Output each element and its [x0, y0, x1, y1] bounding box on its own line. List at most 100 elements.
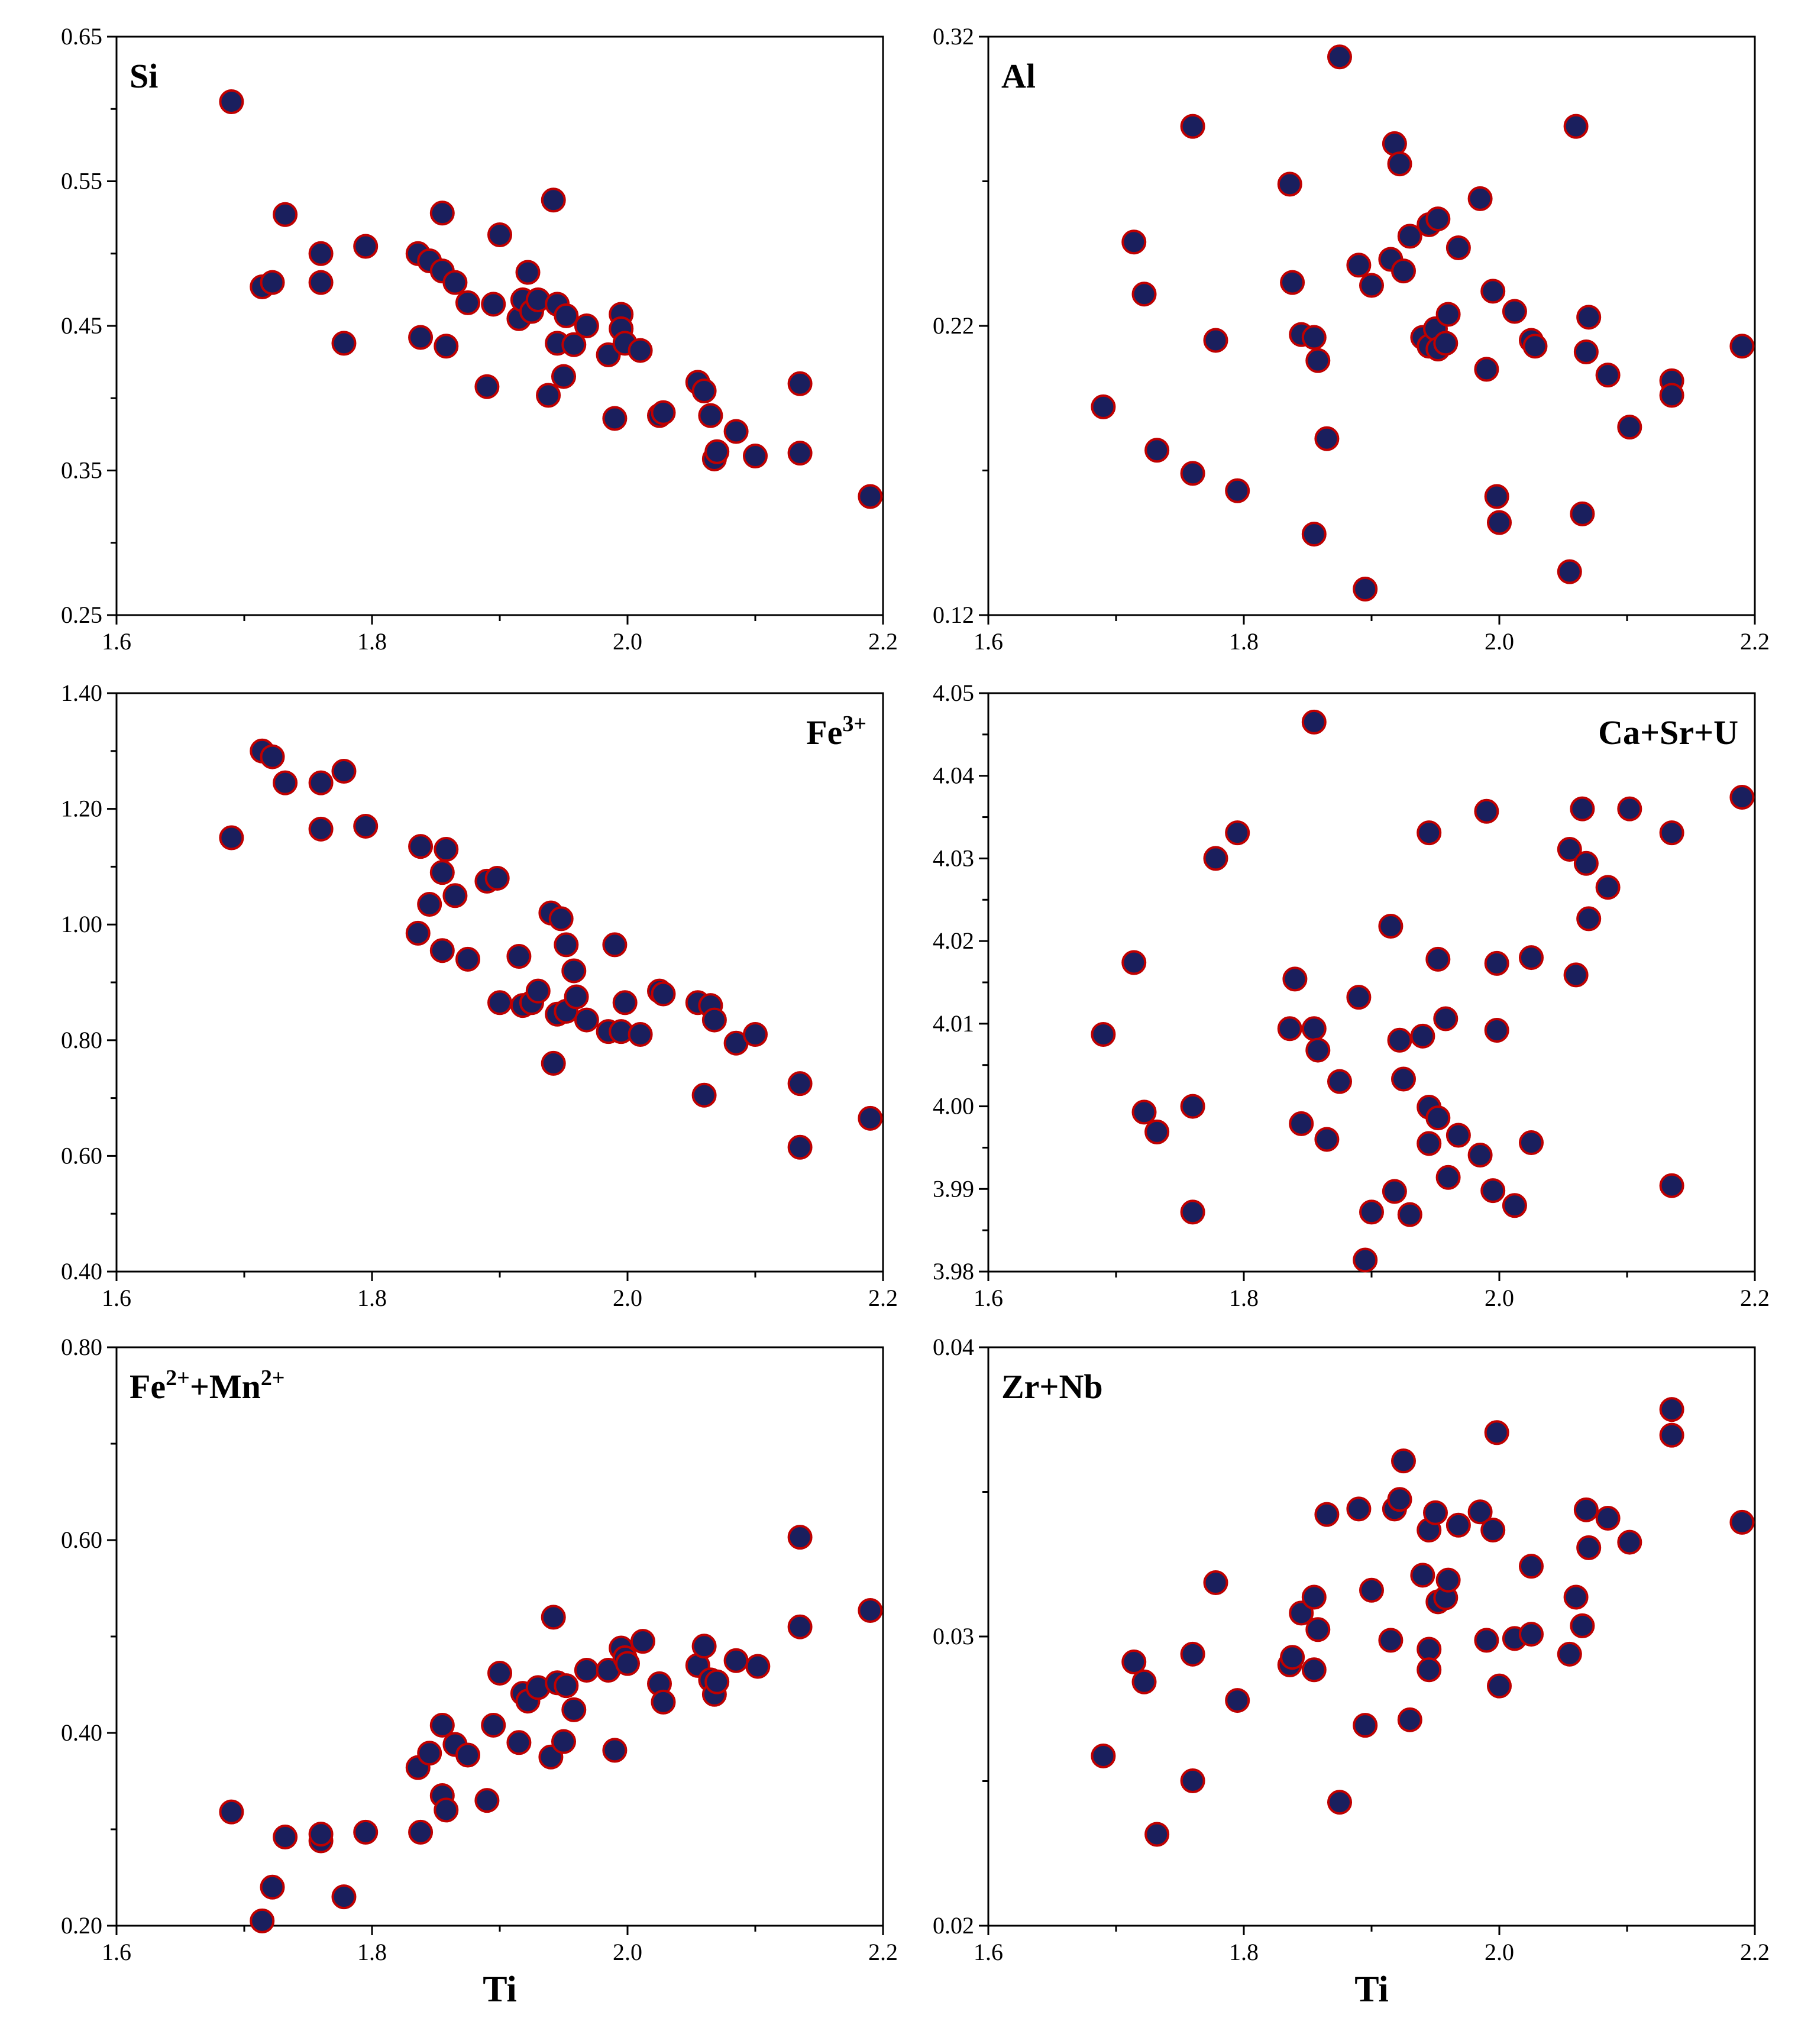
data-point [1180, 1768, 1205, 1794]
data-point [273, 1825, 298, 1850]
data-point [417, 1741, 442, 1766]
data-point [723, 1648, 749, 1673]
data-point [1435, 1567, 1461, 1593]
data-point [1180, 1199, 1205, 1225]
x-tick-label: 2.2 [1740, 1939, 1770, 1965]
data-point [1387, 151, 1412, 177]
data-point [1467, 1499, 1493, 1525]
data-point [487, 222, 512, 247]
data-point [615, 1651, 640, 1676]
data-point [1280, 270, 1305, 295]
data-point [1576, 906, 1602, 932]
y-tick-label: 1.00 [61, 911, 102, 937]
data-point [1387, 1027, 1412, 1053]
data-point [1301, 1584, 1327, 1610]
panel-label: Fe2++Mn2+ [130, 1366, 285, 1406]
data-point [787, 1071, 813, 1097]
data-point [1314, 426, 1340, 451]
data-point [442, 270, 468, 295]
data-point [1570, 796, 1595, 822]
data-point [1225, 1688, 1250, 1713]
data-point [1144, 1822, 1170, 1847]
data-point [1617, 415, 1642, 440]
data-point [1595, 363, 1621, 388]
data-point [1301, 1016, 1327, 1042]
data-point [1203, 1570, 1228, 1596]
y-tick-label: 0.04 [933, 1334, 974, 1360]
data-point [1387, 1487, 1412, 1512]
y-tick-label: 0.60 [61, 1526, 102, 1553]
y-tick-label: 0.02 [933, 1912, 974, 1939]
data-point [1474, 357, 1499, 382]
data-point [1327, 1069, 1352, 1094]
data-point [1353, 1247, 1378, 1273]
data-point [1180, 1094, 1205, 1119]
data-point [628, 1022, 653, 1047]
data-point [1225, 820, 1250, 846]
data-point [561, 958, 587, 984]
data-point [1425, 206, 1451, 232]
data-point [1729, 785, 1755, 810]
data-point [691, 1082, 717, 1108]
data-point [743, 1022, 768, 1047]
data-point [554, 303, 579, 328]
data-point [1467, 1143, 1493, 1168]
x-tick-label: 1.6 [974, 1939, 1003, 1965]
data-point [506, 943, 532, 969]
data-point [1474, 798, 1499, 824]
data-point [484, 865, 510, 891]
data-point [554, 1673, 579, 1699]
x-tick-label: 1.8 [357, 628, 387, 655]
data-point [474, 374, 500, 399]
x-axis-title: Ti [483, 1969, 516, 2010]
panel-4: 3.98 3.99 4.00 4.01 4.02 4.03 4.04 4.05 1.6 1.8 2.… [933, 680, 1770, 1311]
data-point [434, 1797, 459, 1823]
data-point [1203, 846, 1228, 871]
data-point [1435, 1165, 1461, 1190]
y-tick-label: 0.22 [933, 312, 974, 339]
data-point [704, 439, 730, 464]
data-point [1391, 1448, 1416, 1474]
data-point [561, 332, 587, 357]
x-tick-label: 2.2 [1740, 1285, 1770, 1311]
data-point [1425, 946, 1451, 972]
data-point [250, 1908, 275, 1933]
data-point [1595, 875, 1621, 900]
data-point [1305, 1037, 1331, 1063]
data-point [1359, 1577, 1384, 1603]
data-point [1729, 334, 1755, 359]
data-point [602, 406, 628, 431]
y-tick-label: 0.35 [61, 457, 102, 484]
data-point [353, 234, 379, 259]
data-point [1346, 985, 1372, 1010]
data-point [1091, 1022, 1116, 1047]
data-point [308, 270, 334, 295]
data-point [1573, 850, 1599, 876]
data-point [1327, 44, 1352, 70]
data-point [308, 816, 334, 842]
data-point [1573, 1497, 1599, 1522]
data-point [1131, 1669, 1157, 1694]
data-point [273, 202, 298, 227]
data-point [1659, 1173, 1684, 1198]
data-point [525, 978, 551, 1004]
data-point [1435, 302, 1461, 327]
data-point [602, 1738, 628, 1763]
data-point [1359, 273, 1384, 298]
data-point [487, 990, 512, 1015]
x-tick-label: 2.0 [613, 1939, 642, 1965]
data-point [1659, 1422, 1684, 1448]
data-point [1314, 1502, 1340, 1527]
x-tick-label: 1.8 [1229, 628, 1259, 655]
plot-frame [987, 692, 1756, 1273]
x-tick-label: 1.8 [357, 1285, 387, 1311]
y-tick-label: 0.65 [61, 23, 102, 50]
data-point [353, 813, 379, 839]
data-point [596, 342, 621, 367]
data-point [506, 1730, 532, 1755]
y-tick-label: 4.04 [933, 762, 974, 789]
data-point [1417, 1131, 1442, 1156]
x-tick-label: 1.8 [1229, 1939, 1259, 1965]
x-tick-label: 1.6 [974, 628, 1003, 655]
